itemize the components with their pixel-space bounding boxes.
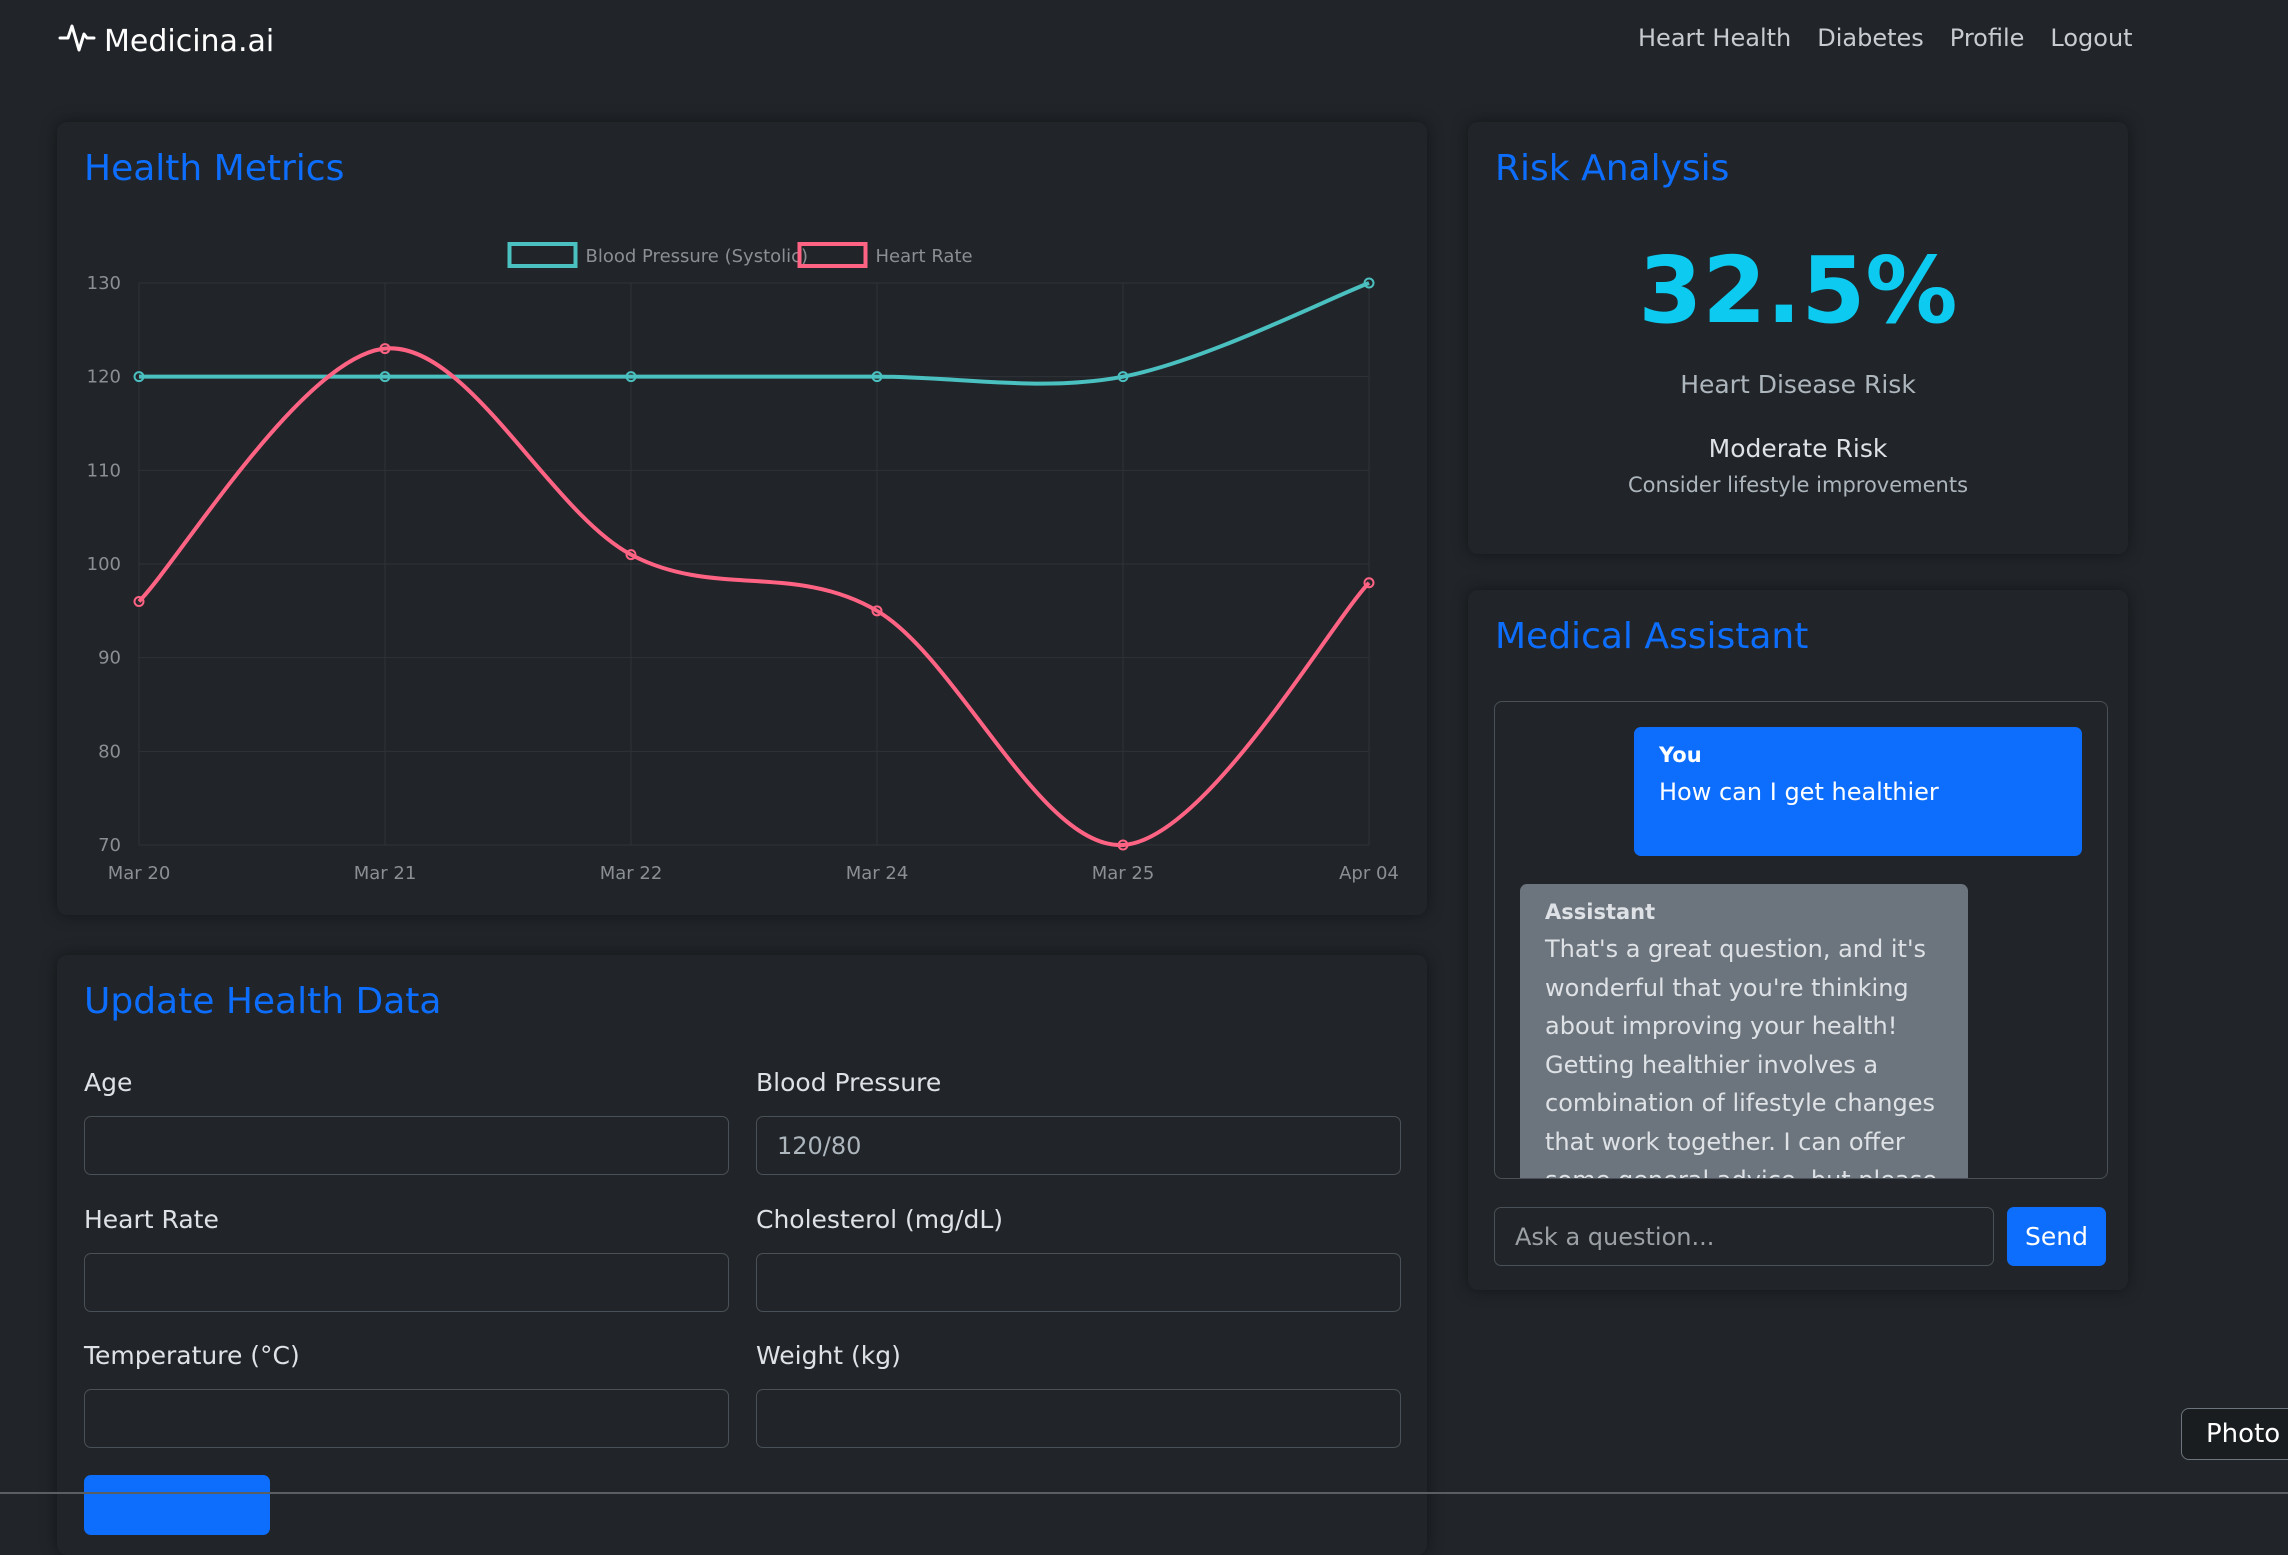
heart-pulse-icon xyxy=(58,18,96,64)
data-point xyxy=(1363,277,1375,289)
y-tick-label: 70 xyxy=(98,835,121,856)
data-point xyxy=(133,595,145,607)
question-input[interactable] xyxy=(1494,1207,1994,1266)
cholesterol-input[interactable] xyxy=(756,1253,1401,1312)
risk-percentage: 32.5% xyxy=(1638,237,1958,344)
y-tick-label: 110 xyxy=(87,460,121,481)
nav-link-profile[interactable]: Profile xyxy=(1949,24,2025,52)
series-line-heart-rate xyxy=(137,346,1371,848)
heart-rate-label: Heart Rate xyxy=(84,1205,219,1234)
nav-link-heart-health[interactable]: Heart Health xyxy=(1638,24,1792,52)
age-input[interactable] xyxy=(84,1116,729,1175)
x-tick-label: Apr 04 xyxy=(1339,863,1399,884)
y-tick-label: 100 xyxy=(87,554,121,575)
x-tick-label: Mar 21 xyxy=(354,863,417,884)
bottom-divider xyxy=(0,1492,2288,1494)
nav-link-diabetes[interactable]: Diabetes xyxy=(1817,24,1924,52)
nav-links: Heart Health Diabetes Profile Logout xyxy=(1638,24,2133,52)
health-metrics-title: Health Metrics xyxy=(84,148,345,189)
data-point xyxy=(1117,371,1129,383)
cholesterol-label: Cholesterol (mg/dL) xyxy=(756,1205,1003,1234)
weight-label: Weight (kg) xyxy=(756,1341,901,1370)
data-point xyxy=(871,371,883,383)
y-tick-label: 90 xyxy=(98,648,121,669)
data-point xyxy=(625,549,637,561)
legend-label: Heart Rate xyxy=(876,246,973,267)
y-tick-label: 80 xyxy=(98,741,121,762)
risk-analysis-title: Risk Analysis xyxy=(1495,148,1730,189)
health-metrics-card: Health Metrics 130 120 110 100 90 80 70 Mar 20 M… xyxy=(57,122,1427,915)
message-sender: Assistant xyxy=(1545,900,1656,924)
data-point xyxy=(1363,577,1375,589)
update-health-data-title: Update Health Data xyxy=(84,981,442,1022)
chat-messages[interactable]: You How can I get healthier Assistant Th… xyxy=(1494,701,2108,1179)
assistant-message: Assistant That's a great question, and i… xyxy=(1520,884,1968,1178)
message-sender: You xyxy=(1659,743,1702,767)
data-point xyxy=(379,371,391,383)
risk-analysis-card: Risk Analysis 32.5% Heart Disease Risk M… xyxy=(1468,122,2128,554)
age-label: Age xyxy=(84,1068,133,1097)
temperature-label: Temperature (°C) xyxy=(84,1341,300,1370)
update-submit-button[interactable] xyxy=(84,1475,270,1535)
brand-link[interactable]: Medicina.ai xyxy=(58,18,274,64)
message-text: That's a great question, and it's wonder… xyxy=(1545,935,1937,1178)
navbar: Medicina.ai Heart Health Diabetes Profil… xyxy=(0,0,2288,80)
update-health-data-card: Update Health Data Age Blood Pressure He… xyxy=(57,955,1427,1555)
x-tick-label: Mar 20 xyxy=(108,863,171,884)
legend-swatch xyxy=(797,242,868,268)
series-line-blood-pressure xyxy=(139,281,1370,386)
blood-pressure-input[interactable] xyxy=(756,1116,1401,1175)
heart-rate-input[interactable] xyxy=(84,1253,729,1312)
medical-assistant-card: Medical Assistant You How can I get heal… xyxy=(1468,590,2128,1290)
weight-input[interactable] xyxy=(756,1389,1401,1448)
medical-assistant-title: Medical Assistant xyxy=(1495,616,1809,657)
legend-swatch xyxy=(507,242,578,268)
data-point xyxy=(1117,839,1129,851)
risk-level: Moderate Risk xyxy=(1708,434,1888,463)
blood-pressure-label: Blood Pressure xyxy=(756,1068,942,1097)
data-point xyxy=(871,605,883,617)
y-tick-label: 120 xyxy=(87,367,121,388)
y-tick-label: 130 xyxy=(87,273,121,294)
x-tick-label: Mar 24 xyxy=(846,863,909,884)
photo-tab[interactable]: Photo xyxy=(2181,1408,2288,1460)
x-tick-label: Mar 25 xyxy=(1092,863,1155,884)
nav-link-logout[interactable]: Logout xyxy=(2050,24,2133,52)
data-point xyxy=(133,371,145,383)
risk-label: Heart Disease Risk xyxy=(1680,370,1916,399)
temperature-input[interactable] xyxy=(84,1389,729,1448)
user-message: You How can I get healthier xyxy=(1634,727,2082,856)
data-point xyxy=(379,343,391,355)
legend-label: Blood Pressure (Systolic) xyxy=(586,246,809,267)
risk-advice: Consider lifestyle improvements xyxy=(1627,473,1969,497)
health-metrics-chart: 130 120 110 100 90 80 70 Mar 20 Mar 21 Mar 22 Mar … xyxy=(87,242,1399,884)
message-text: How can I get healthier xyxy=(1659,778,1939,806)
send-button[interactable]: Send xyxy=(2007,1207,2106,1266)
x-tick-label: Mar 22 xyxy=(600,863,663,884)
brand-name: Medicina.ai xyxy=(104,23,275,59)
data-point xyxy=(625,371,637,383)
